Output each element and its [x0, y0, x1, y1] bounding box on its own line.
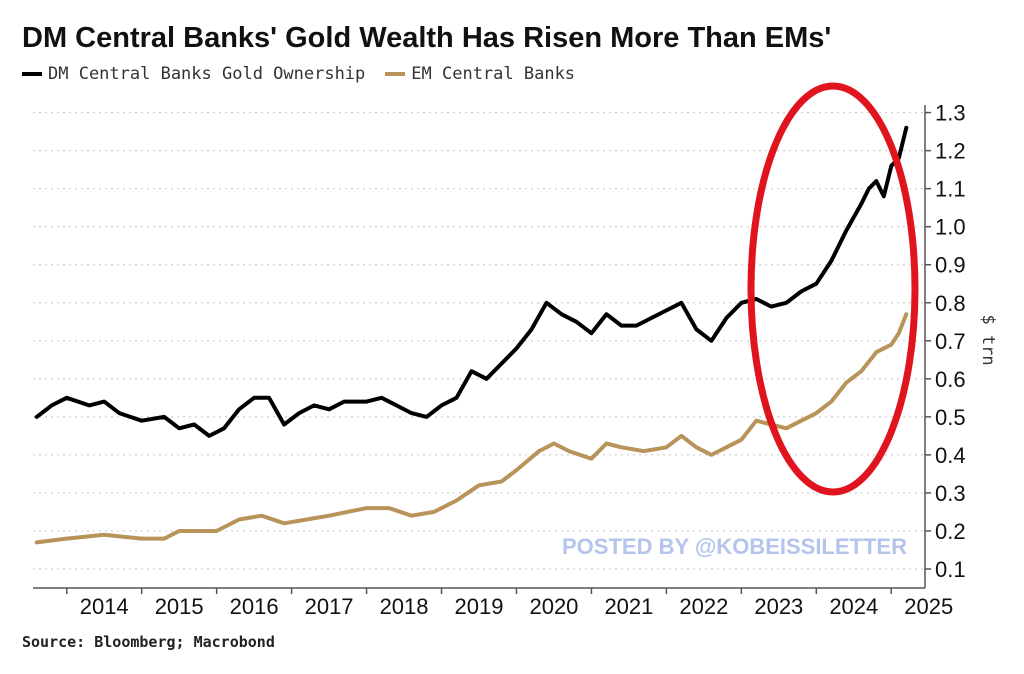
legend: DM Central Banks Gold Ownership EM Centr… — [22, 64, 595, 84]
legend-item-em: EM Central Banks — [385, 64, 575, 84]
x-tick-label: 2014 — [80, 594, 129, 619]
y-tick-label: 0.2 — [935, 519, 966, 544]
x-tick-label: 2016 — [230, 594, 279, 619]
y-tick-label: 0.5 — [935, 405, 966, 430]
y-tick-label: 1.2 — [935, 139, 966, 164]
x-tick-label: 2024 — [829, 594, 878, 619]
legend-swatch-em — [385, 72, 406, 76]
source-note: Source: Bloomberg; Macrobond — [22, 633, 275, 651]
legend-label-dm: DM Central Banks Gold Ownership — [48, 64, 366, 84]
x-tick-label: 2018 — [380, 594, 429, 619]
x-tick-label: 2020 — [529, 594, 578, 619]
y-tick-label: 0.7 — [935, 329, 966, 354]
y-tick-label: 1.0 — [935, 215, 966, 240]
x-tick-label: 2025 — [904, 594, 953, 619]
series-lines — [34, 125, 909, 545]
x-tick-label: 2015 — [155, 594, 204, 619]
y-tick-label: 0.6 — [935, 367, 966, 392]
x-tick-label: 2019 — [455, 594, 504, 619]
x-tick-label: 2023 — [754, 594, 803, 619]
series-line-em — [34, 312, 909, 545]
x-axis-ticks: 2014 2015 2016 2017 2018 2019 2020 2021 2022 2023… — [65, 588, 953, 619]
y-axis-unit-label: $ trn — [978, 314, 998, 365]
y-axis-ticks: 0.1 0.2 0.3 0.4 0.5 0.6 0.7 0.8 0.9 1.0 1.1 1.2 1.3 — [925, 101, 966, 582]
legend-swatch-dm — [22, 72, 42, 76]
gridlines — [33, 112, 925, 570]
y-tick-label: 0.1 — [935, 557, 966, 582]
watermark: POSTED BY @KOBEISSILETTER — [562, 534, 907, 559]
y-tick-label: 0.3 — [935, 481, 966, 506]
x-tick-label: 2022 — [679, 594, 728, 619]
series-line-dm — [34, 125, 909, 438]
highlight-ellipse — [747, 82, 919, 496]
y-tick-label: 1.1 — [935, 177, 966, 202]
legend-item-dm: DM Central Banks Gold Ownership — [22, 64, 365, 84]
y-tick-label: 0.8 — [935, 291, 966, 316]
y-tick-label: 0.9 — [935, 253, 966, 278]
legend-label-em: EM Central Banks — [411, 64, 576, 84]
y-tick-label: 0.4 — [935, 443, 966, 468]
x-tick-label: 2021 — [604, 594, 653, 619]
chart-title: DM Central Banks' Gold Wealth Has Risen … — [22, 22, 832, 54]
x-tick-label: 2017 — [305, 594, 354, 619]
y-tick-label: 1.3 — [935, 101, 966, 126]
